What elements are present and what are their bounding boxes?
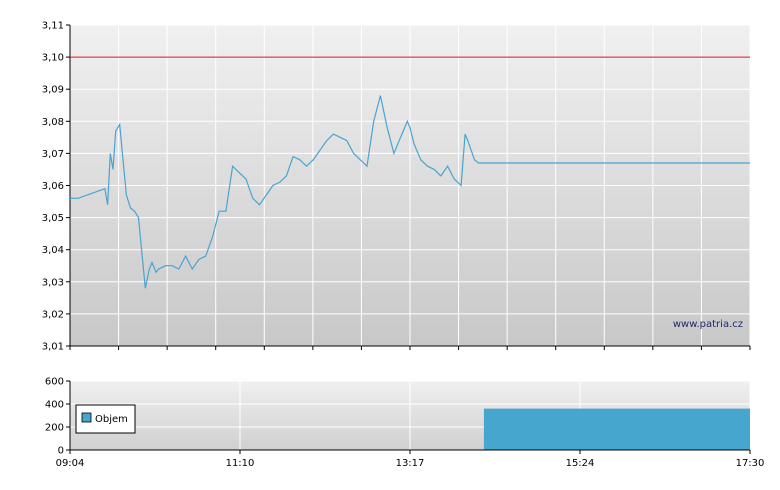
x-tick-label: 09:04 xyxy=(56,458,85,469)
x-tick-label: 13:17 xyxy=(396,458,425,469)
price-y-tick-label: 3,03 xyxy=(42,277,64,288)
price-y-tick-label: 3,07 xyxy=(42,149,64,160)
price-y-tick-label: 3,06 xyxy=(42,181,64,192)
price-y-tick-label: 3,02 xyxy=(42,309,64,320)
x-tick-label: 11:10 xyxy=(226,458,255,469)
volume-y-tick-label: 200 xyxy=(45,423,64,434)
price-x-ticks xyxy=(69,346,751,350)
price-y-axis: 3,01 3,02 3,03 3,04 3,05 3,06 3,07 3,08 3,09 3,10… xyxy=(42,21,71,353)
volume-y-axis: 0 200 400 600 xyxy=(45,377,71,457)
price-y-tick-label: 3,01 xyxy=(42,342,64,353)
volume-bar xyxy=(483,408,750,450)
volume-y-tick-label: 0 xyxy=(58,446,64,457)
price-y-tick-label: 3,10 xyxy=(42,53,64,64)
legend-label: Objem xyxy=(95,414,128,425)
legend-box xyxy=(75,404,136,434)
volume-legend: Objem xyxy=(75,404,136,434)
volume-y-tick-label: 600 xyxy=(45,377,64,388)
watermark: www.patria.cz xyxy=(673,319,743,330)
x-tick-label: 17:30 xyxy=(736,458,765,469)
price-y-tick-label: 3,09 xyxy=(42,85,64,96)
price-y-tick-label: 3,05 xyxy=(42,213,64,224)
volume-y-tick-label: 400 xyxy=(45,400,64,411)
legend-swatch xyxy=(81,412,92,423)
volume-x-axis-labels: 09:04 11:10 13:17 15:24 17:30 xyxy=(56,450,765,469)
price-y-tick-label: 3,11 xyxy=(42,21,64,32)
price-y-tick-label: 3,04 xyxy=(42,245,64,256)
price-panel: 3,01 3,02 3,03 3,04 3,05 3,06 3,07 3,08 3,09 3,10… xyxy=(42,21,751,353)
price-series-line xyxy=(70,95,750,289)
x-tick-label: 15:24 xyxy=(566,458,595,469)
volume-panel: 0 200 400 600 09:04 11:10 13:17 15:24 17:30 Obj… xyxy=(45,377,765,470)
price-y-tick-label: 3,08 xyxy=(42,117,64,128)
